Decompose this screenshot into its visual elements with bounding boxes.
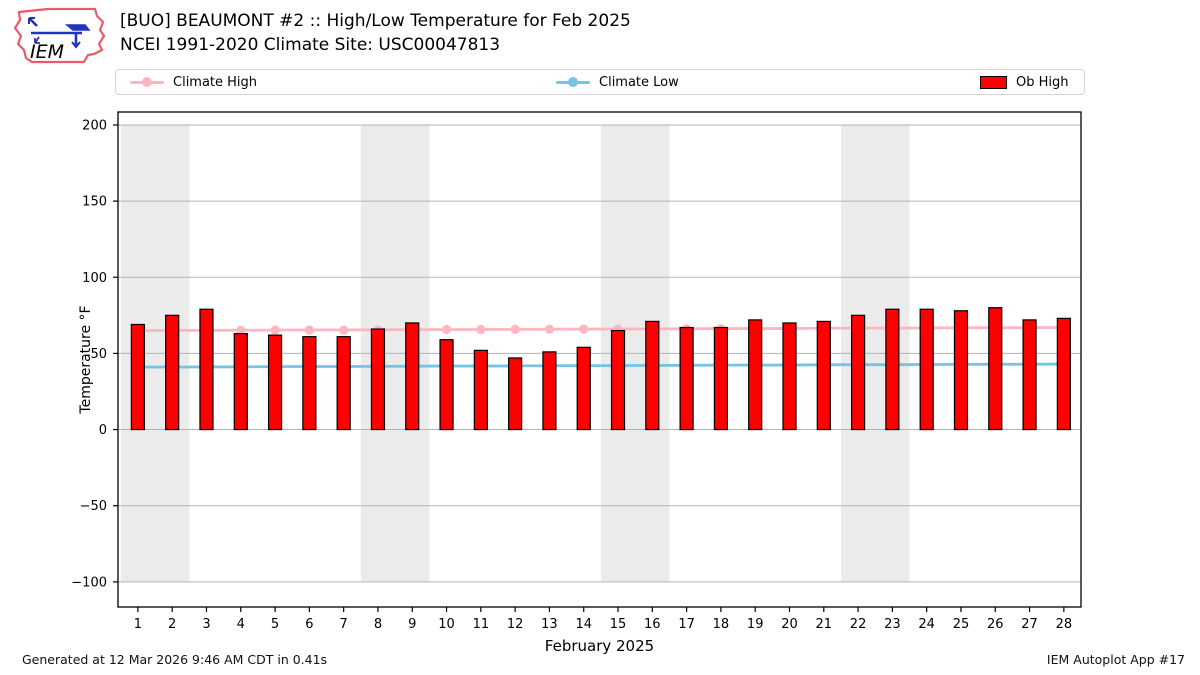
climate-high-line — [137, 326, 1064, 332]
x-tick-label: 19 — [747, 617, 764, 632]
iowa-outline-icon: IEM — [13, 7, 106, 64]
x-tick-label: 12 — [507, 617, 524, 632]
y-tick-label: −100 — [71, 575, 107, 590]
ob-high-bar — [713, 326, 729, 431]
ob-high-bar — [267, 334, 283, 431]
y-axis-label: Temperature °F — [78, 305, 94, 414]
ob-high-bar — [130, 323, 145, 431]
x-tick-label: 4 — [237, 617, 245, 632]
climate-high-marker — [544, 324, 555, 334]
x-tick-label: 15 — [610, 617, 627, 632]
x-tick-label: 26 — [987, 617, 1004, 632]
app-credit: IEM Autoplot App #17 — [1046, 652, 1185, 667]
ob-high-bar — [610, 329, 626, 431]
ob-high-bar — [1022, 319, 1037, 431]
ob-high-bar — [233, 333, 248, 431]
x-tick-label: 3 — [202, 617, 210, 632]
ob-high-bar — [542, 351, 557, 431]
x-tick-label: 9 — [408, 617, 416, 632]
x-tick-label: 7 — [340, 617, 348, 632]
ob-high-bar — [473, 349, 488, 431]
ob-high-bar — [199, 308, 214, 431]
ob-high-bar — [165, 314, 180, 431]
ob-high-bar — [576, 346, 591, 431]
x-tick-label: 27 — [1021, 617, 1038, 632]
x-tick-label: 8 — [374, 617, 382, 632]
climate-high-marker — [236, 325, 246, 335]
x-tick-label: 20 — [781, 617, 798, 632]
climate-high-marker — [579, 324, 589, 334]
climate-high-marker — [304, 325, 314, 335]
y-tick-label: 150 — [82, 195, 107, 210]
y-tick-label: 0 — [99, 423, 107, 438]
legend-label: Ob High — [1016, 74, 1069, 90]
ob-high-patch-icon — [980, 75, 1007, 89]
ob-high-bar — [645, 320, 660, 431]
ob-high-bar — [850, 314, 866, 431]
x-tick-label: 24 — [918, 617, 935, 632]
legend-label: Climate Low — [599, 74, 679, 90]
climate-high-marker — [441, 324, 452, 335]
ob-high-bar — [336, 336, 351, 431]
ob-high-bar — [370, 328, 386, 431]
x-tick-label: 1 — [134, 617, 142, 632]
x-tick-label: 6 — [305, 617, 313, 632]
chart-legend: Climate High Climate Low Ob High — [115, 69, 1085, 95]
x-tick-label: 18 — [713, 617, 730, 632]
x-tick-label: 10 — [438, 617, 455, 632]
ob-high-bar — [816, 320, 831, 431]
ob-high-bar — [679, 326, 694, 431]
ob-high-bar — [439, 339, 454, 431]
x-tick-label: 5 — [271, 617, 279, 632]
ob-high-bar — [302, 336, 317, 431]
x-tick-label: 2 — [168, 617, 176, 632]
x-tick-label: 14 — [575, 617, 592, 632]
ob-high-bar — [953, 310, 969, 431]
climate-low-line — [137, 362, 1064, 369]
legend-entry-climate-high: Climate High — [130, 70, 257, 94]
climate-low-line-icon — [556, 77, 590, 87]
page-title: [BUO] BEAUMONT #2 :: High/Low Temperatur… — [120, 11, 631, 31]
ob-high-bar — [1056, 317, 1071, 431]
ob-high-bar — [748, 319, 763, 431]
climate-high-marker — [510, 324, 520, 334]
y-tick-label: 200 — [82, 118, 107, 133]
generated-timestamp: Generated at 12 Mar 2026 9:46 AM CDT in … — [22, 652, 328, 667]
chart-header: [BUO] BEAUMONT #2 :: High/Low Temperatur… — [120, 9, 631, 57]
x-tick-label: 13 — [541, 617, 558, 632]
logo-text: IEM — [30, 41, 64, 63]
iem-logo: IEM — [8, 3, 108, 67]
legend-entry-ob-high: Ob High — [980, 70, 1069, 94]
x-tick-label: 11 — [473, 617, 490, 632]
x-tick-label: 21 — [816, 617, 833, 632]
climate-high-marker — [339, 325, 349, 335]
x-tick-label: 17 — [678, 617, 695, 632]
weathervane-icon — [28, 17, 91, 49]
x-tick-label: 16 — [644, 617, 661, 632]
ob-high-bar — [508, 357, 523, 431]
climate-high-line-icon — [130, 77, 164, 87]
x-tick-label: 23 — [884, 617, 901, 632]
x-axis-label: February 2025 — [545, 637, 654, 655]
ob-high-bar — [919, 308, 934, 431]
plot-border — [117, 111, 1082, 608]
ob-high-bar — [885, 308, 900, 431]
ob-high-bar — [988, 307, 1003, 431]
ob-high-bar — [782, 322, 797, 431]
page-subtitle: NCEI 1991-2020 Climate Site: USC00047813 — [120, 35, 501, 55]
x-tick-label: 22 — [850, 617, 867, 632]
ob-high-bar — [405, 322, 420, 431]
climate-high-marker — [270, 325, 280, 335]
y-tick-label: 100 — [82, 271, 107, 286]
x-tick-label: 28 — [1056, 617, 1073, 632]
legend-entry-climate-low: Climate Low — [556, 70, 679, 94]
x-tick-label: 25 — [953, 617, 970, 632]
y-tick-label: −50 — [80, 499, 107, 514]
climate-high-marker — [476, 324, 486, 335]
y-tick-label: 50 — [90, 347, 107, 362]
legend-label: Climate High — [173, 74, 258, 90]
